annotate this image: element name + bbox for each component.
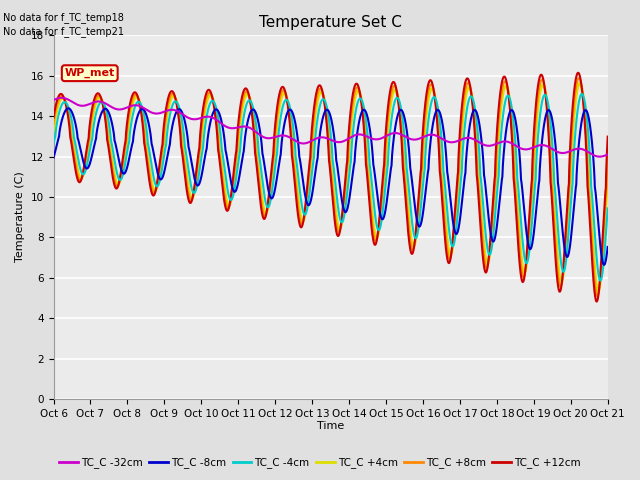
Y-axis label: Temperature (C): Temperature (C) [15, 172, 25, 263]
Legend: TC_C -32cm, TC_C -8cm, TC_C -4cm, TC_C +4cm, TC_C +8cm, TC_C +12cm: TC_C -32cm, TC_C -8cm, TC_C -4cm, TC_C +… [55, 453, 585, 472]
Text: WP_met: WP_met [65, 68, 115, 78]
Title: Temperature Set C: Temperature Set C [259, 15, 402, 30]
Text: No data for f_TC_temp21: No data for f_TC_temp21 [3, 26, 124, 37]
Text: No data for f_TC_temp18: No data for f_TC_temp18 [3, 12, 124, 23]
X-axis label: Time: Time [317, 421, 344, 432]
